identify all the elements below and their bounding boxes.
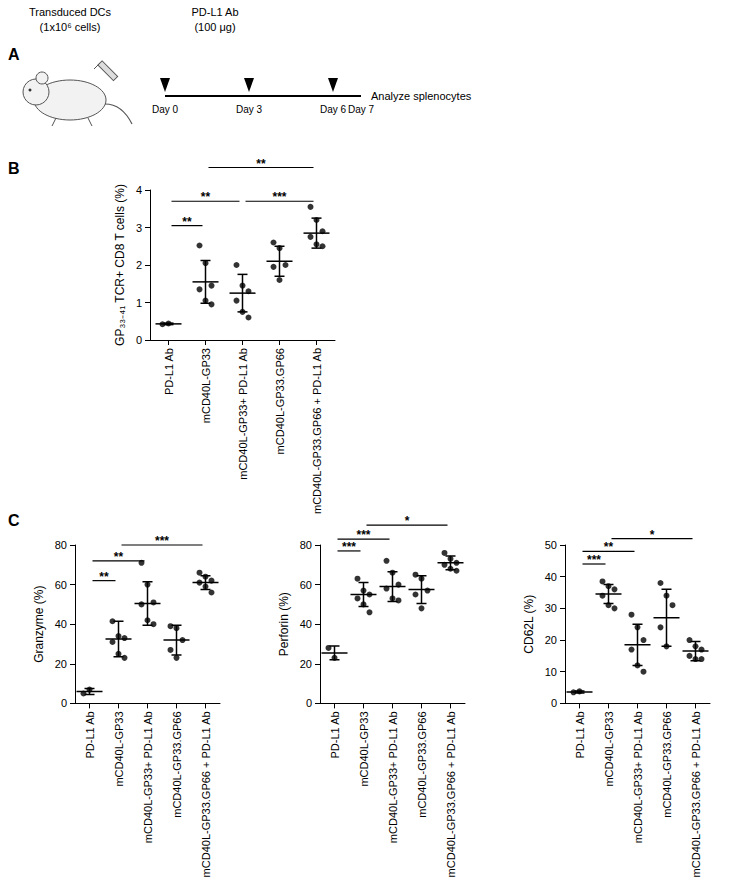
svg-text:**: ** [99, 570, 109, 584]
svg-text:mCD40L-GP33+ PD-L1 Ab: mCD40L-GP33+ PD-L1 Ab [237, 348, 249, 480]
svg-text:mCD40L-GP33.GP66 + PD-L1 Ab: mCD40L-GP33.GP66 + PD-L1 Ab [690, 711, 702, 877]
svg-text:mCD40L-GP33.GP66: mCD40L-GP33.GP66 [661, 711, 673, 817]
svg-text:0: 0 [136, 334, 142, 346]
svg-text:CD62L (%): CD62L (%) [522, 595, 536, 654]
svg-text:10: 10 [545, 666, 557, 678]
svg-text:0: 0 [551, 697, 557, 709]
svg-text:mCD40L-GP33.GP66 + PD-L1 Ab: mCD40L-GP33.GP66 + PD-L1 Ab [445, 711, 457, 877]
svg-text:20: 20 [55, 658, 67, 670]
svg-text:*: * [405, 514, 410, 528]
svg-text:***: *** [587, 553, 601, 567]
svg-text:mCD40L-GP33.GP66: mCD40L-GP33.GP66 [416, 711, 428, 817]
svg-text:60: 60 [300, 579, 312, 591]
svg-text:PD-L1 Ab: PD-L1 Ab [191, 6, 238, 18]
svg-text:0: 0 [306, 697, 312, 709]
svg-text:**: ** [604, 540, 614, 554]
svg-text:2: 2 [136, 259, 142, 271]
svg-text:40: 40 [55, 618, 67, 630]
svg-text:*: * [650, 528, 655, 542]
svg-text:PD-L1 Ab: PD-L1 Ab [84, 711, 96, 758]
svg-text:50: 50 [545, 539, 557, 551]
svg-text:B: B [8, 160, 20, 177]
svg-text:Perforin (%): Perforin (%) [277, 592, 291, 656]
svg-text:A: A [8, 46, 20, 63]
svg-text:**: ** [182, 215, 192, 229]
svg-text:***: *** [356, 528, 370, 542]
svg-text:mCD40L-GP33.GP66 + PD-L1 Ab: mCD40L-GP33.GP66 + PD-L1 Ab [311, 348, 323, 514]
svg-text:Day 6: Day 6 [320, 104, 347, 115]
svg-text:(100 μg): (100 μg) [194, 21, 235, 33]
svg-text:mCD40L-GP33: mCD40L-GP33 [200, 348, 212, 423]
svg-text:80: 80 [55, 539, 67, 551]
svg-text:mCD40L-GP33: mCD40L-GP33 [113, 711, 125, 786]
svg-text:**: ** [201, 190, 211, 204]
svg-text:PD-L1 Ab: PD-L1 Ab [329, 711, 341, 758]
svg-text:4: 4 [136, 184, 142, 196]
svg-text:***: *** [155, 534, 169, 548]
svg-text:C: C [8, 512, 20, 529]
svg-text:Transduced DCs: Transduced DCs [29, 6, 112, 18]
svg-text:mCD40L-GP33: mCD40L-GP33 [603, 711, 615, 786]
svg-text:mCD40L-GP33.GP66 + PD-L1 Ab: mCD40L-GP33.GP66 + PD-L1 Ab [200, 711, 212, 877]
svg-text:20: 20 [545, 634, 557, 646]
svg-text:mCD40L-GP33+ PD-L1 Ab: mCD40L-GP33+ PD-L1 Ab [387, 711, 399, 843]
svg-text:Analyze splenocytes: Analyze splenocytes [371, 90, 472, 102]
svg-text:20: 20 [300, 658, 312, 670]
svg-text:(1x10⁶ cells): (1x10⁶ cells) [40, 21, 101, 33]
svg-text:40: 40 [300, 618, 312, 630]
svg-text:40: 40 [545, 571, 557, 583]
svg-text:**: ** [256, 157, 266, 171]
svg-text:mCD40L-GP33: mCD40L-GP33 [358, 711, 370, 786]
svg-text:**: ** [114, 550, 124, 564]
svg-text:mCD40L-GP33.GP66: mCD40L-GP33.GP66 [171, 711, 183, 817]
svg-text:***: *** [272, 190, 286, 204]
svg-text:***: *** [342, 540, 356, 554]
svg-text:Day 3: Day 3 [236, 104, 263, 115]
svg-text:GP₃₃₋₄₁ TCR+ CD8 T cells (%): GP₃₃₋₄₁ TCR+ CD8 T cells (%) [113, 184, 127, 346]
svg-text:1: 1 [136, 297, 142, 309]
svg-text:3: 3 [136, 222, 142, 234]
svg-text:0: 0 [61, 697, 67, 709]
svg-text:30: 30 [545, 602, 557, 614]
svg-text:80: 80 [300, 539, 312, 551]
svg-text:mCD40L-GP33.GP66: mCD40L-GP33.GP66 [274, 348, 286, 454]
svg-text:mCD40L-GP33+ PD-L1 Ab: mCD40L-GP33+ PD-L1 Ab [142, 711, 154, 843]
svg-text:Day 0: Day 0 [152, 104, 179, 115]
svg-text:mCD40L-GP33+ PD-L1 Ab: mCD40L-GP33+ PD-L1 Ab [632, 711, 644, 843]
svg-text:PD-L1 Ab: PD-L1 Ab [574, 711, 586, 758]
svg-text:Day 7: Day 7 [348, 104, 375, 115]
svg-text:Granzyme (%): Granzyme (%) [32, 586, 46, 663]
svg-text:60: 60 [55, 579, 67, 591]
svg-text:PD-L1 Ab: PD-L1 Ab [163, 348, 175, 395]
